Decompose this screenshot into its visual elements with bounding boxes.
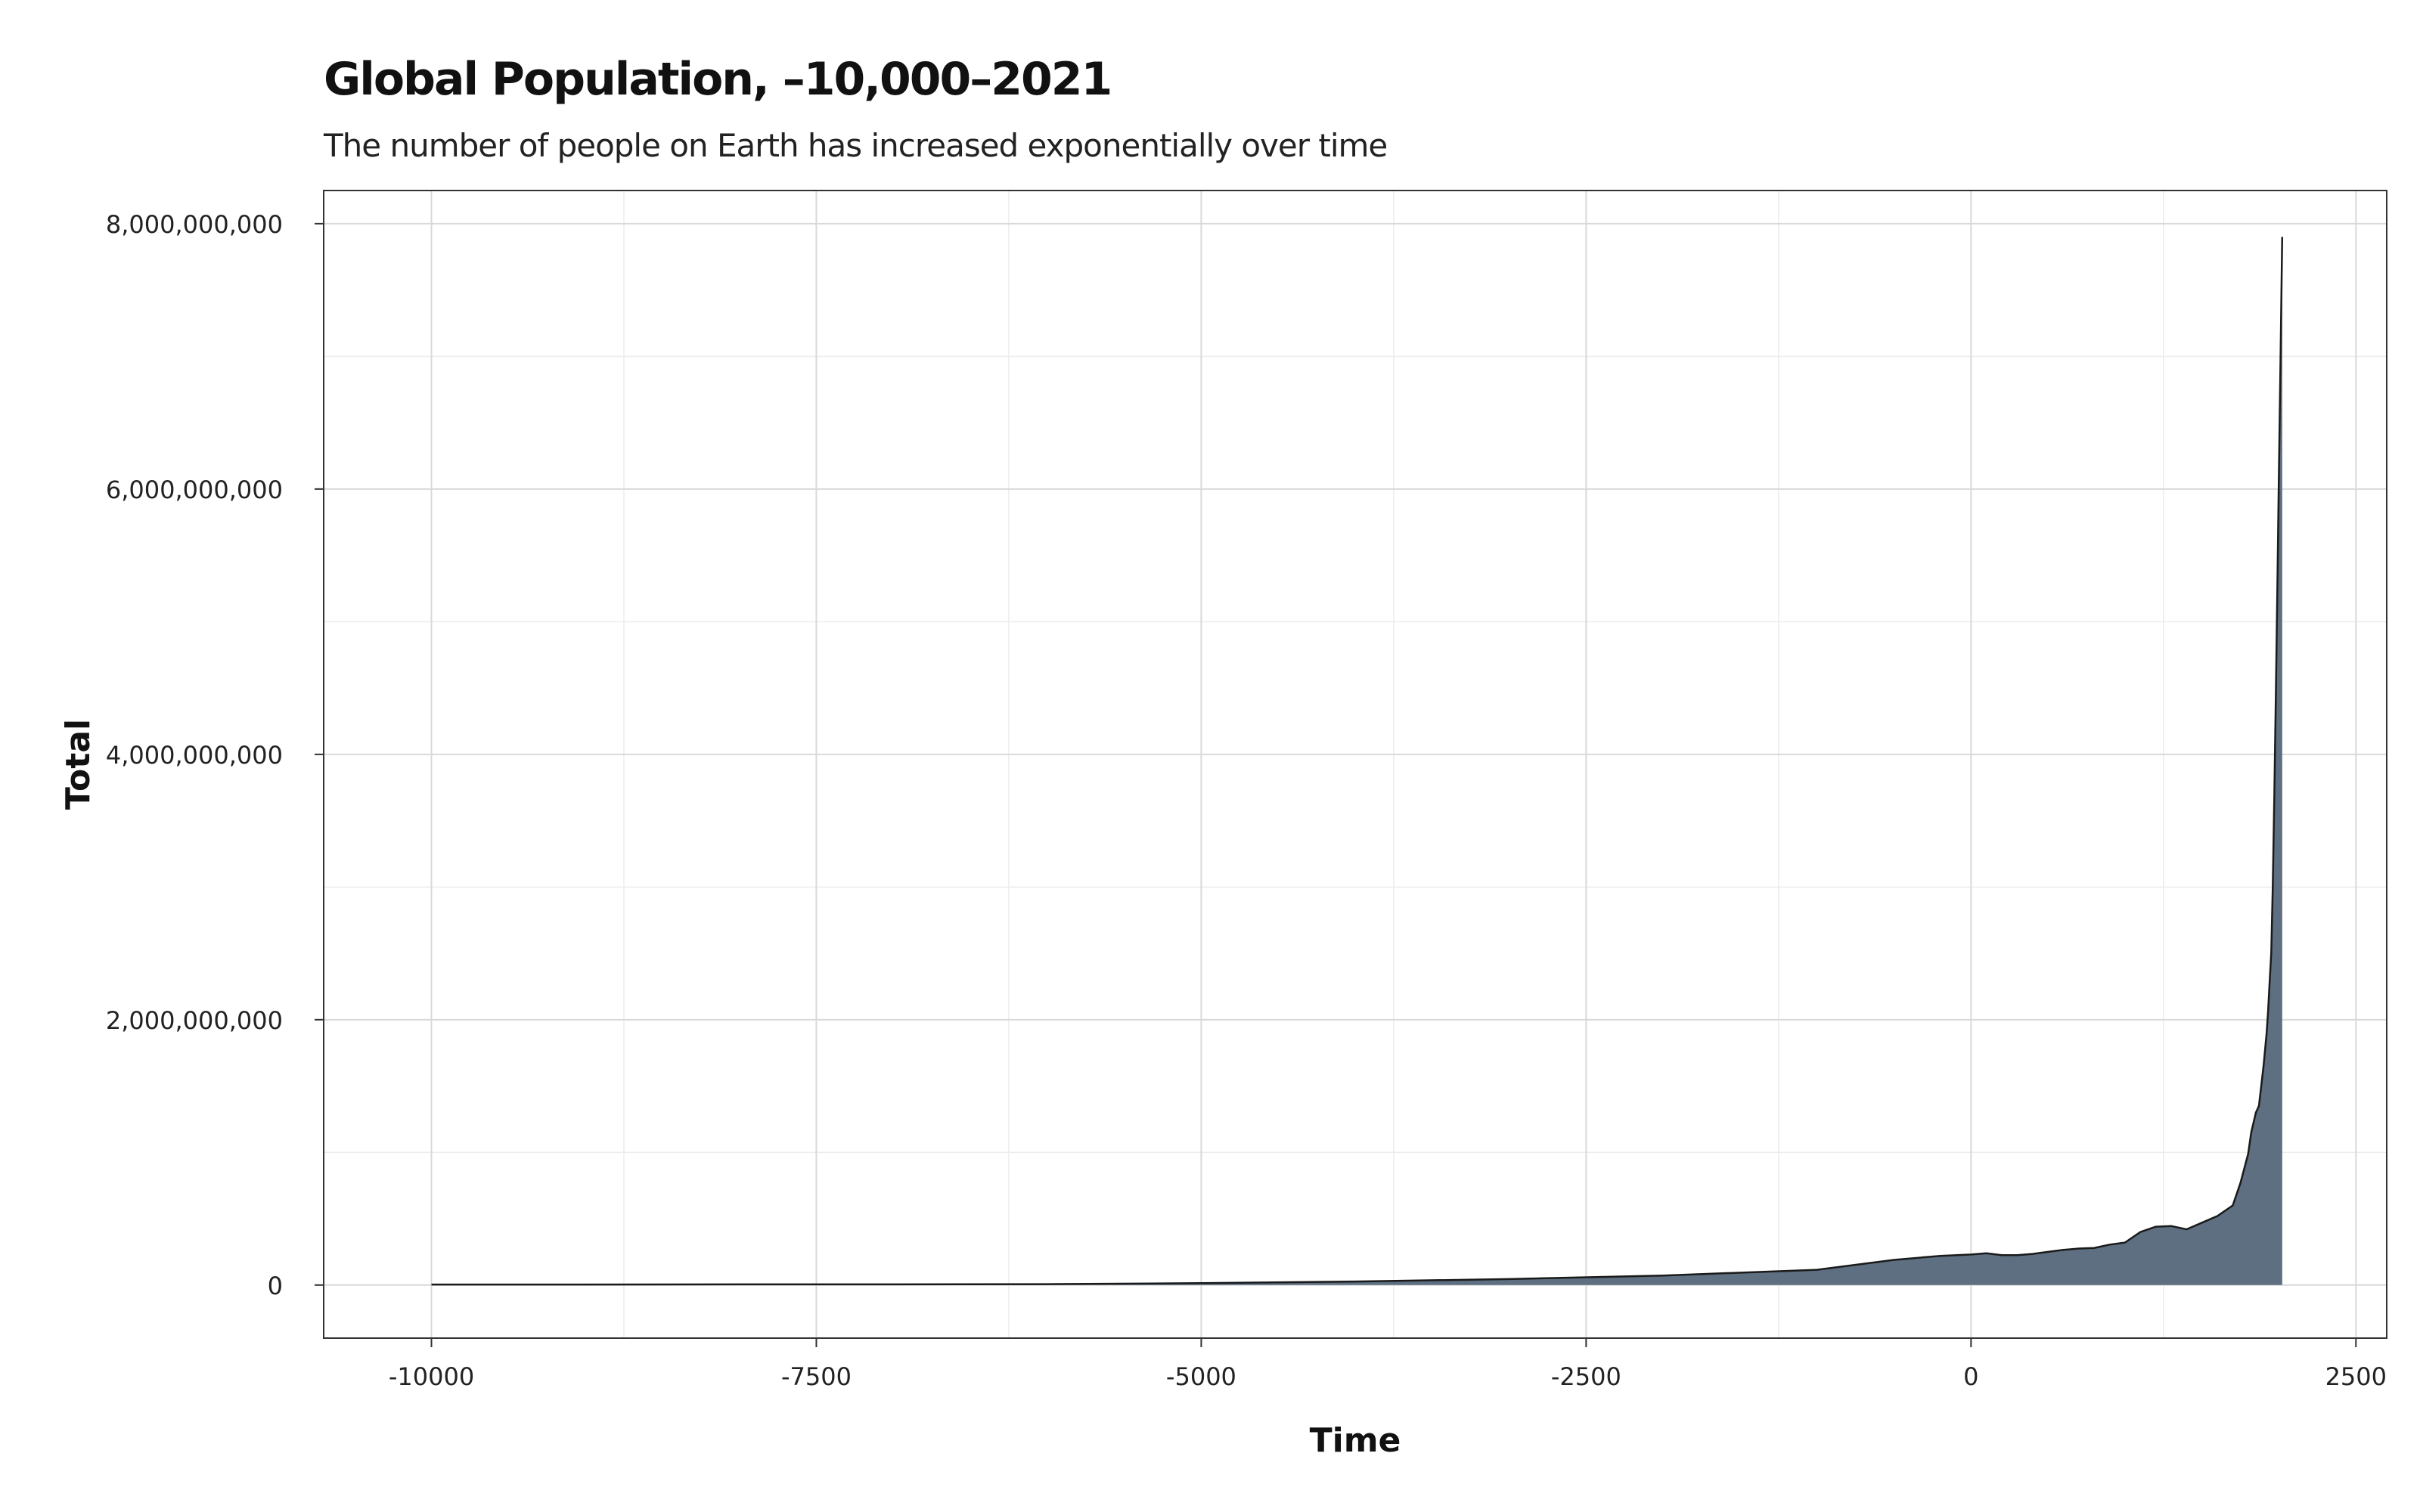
x-tick-label: -5000	[1166, 1362, 1236, 1391]
y-axis-title: Total	[59, 719, 98, 810]
population-area	[431, 237, 2282, 1285]
population-line	[431, 237, 2284, 1286]
x-tick-label: -10000	[389, 1362, 474, 1391]
y-tick-label: 8,000,000,000	[106, 210, 283, 239]
plot-panel-border	[323, 190, 2387, 1339]
major-gridlines	[324, 191, 2387, 1338]
x-tick-label: 2500	[2325, 1362, 2387, 1391]
x-tick-label: -2500	[1551, 1362, 1621, 1391]
minor-gridlines	[324, 191, 2387, 1338]
y-tick-label: 0	[268, 1272, 283, 1300]
x-tick-label: 0	[1963, 1362, 1978, 1391]
y-tick-label: 6,000,000,000	[106, 476, 283, 504]
chart-title: Global Population, –10,000–2021	[324, 53, 1112, 106]
x-axis: -10000 -7500 -5000 -2500 0 2500	[389, 1338, 2387, 1391]
y-tick-label: 2,000,000,000	[106, 1006, 283, 1035]
y-axis: 0 2,000,000,000 4,000,000,000 6,000,000,000…	[106, 210, 324, 1300]
x-tick-label: -7500	[781, 1362, 852, 1391]
chart-subtitle: The number of people on Earth has increa…	[324, 127, 1388, 164]
y-tick-label: 4,000,000,000	[106, 741, 283, 770]
x-axis-title: Time	[1310, 1421, 1401, 1460]
